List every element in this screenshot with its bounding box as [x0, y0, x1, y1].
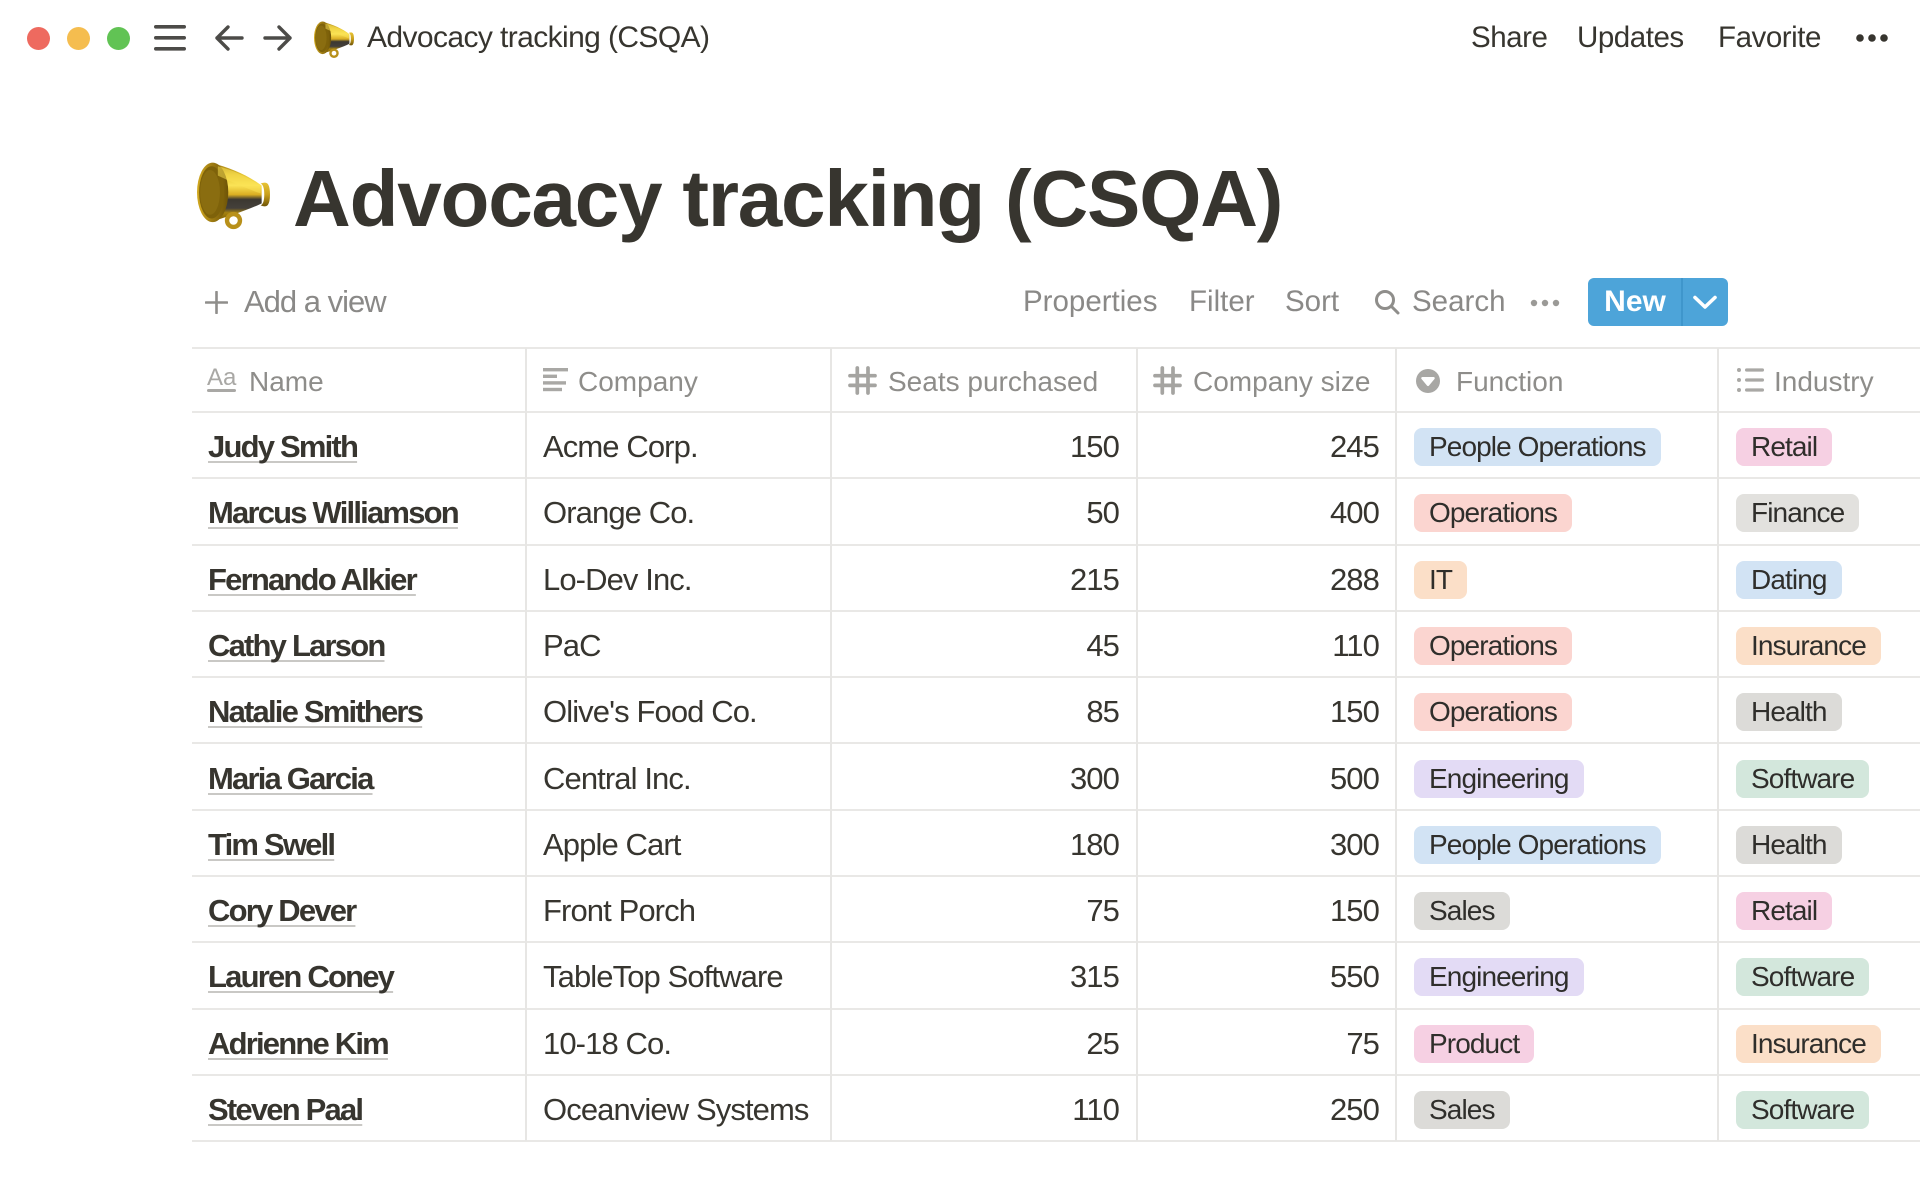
svg-text:Aa: Aa	[207, 366, 237, 391]
